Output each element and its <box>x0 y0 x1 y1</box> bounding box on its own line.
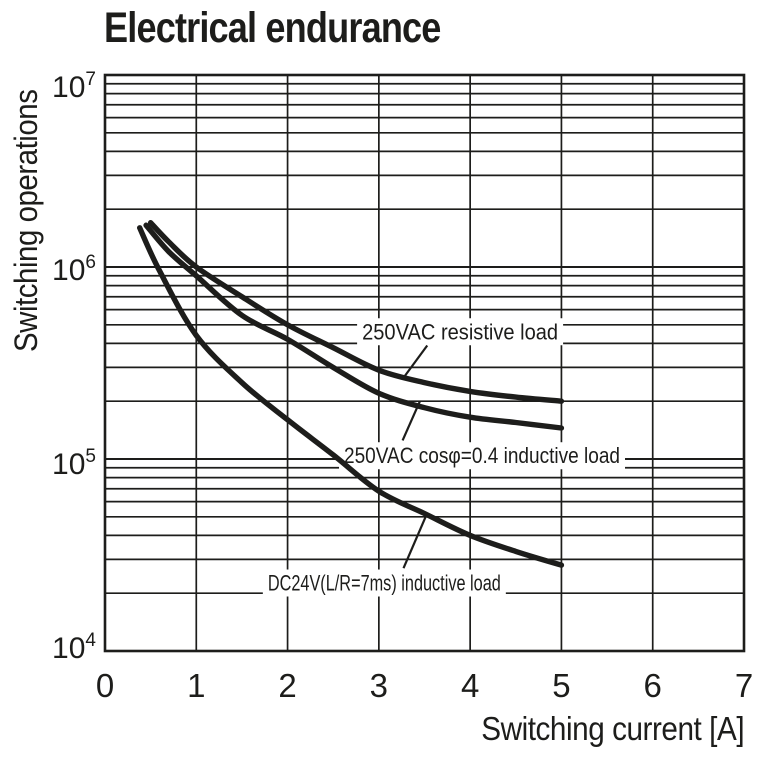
annotation-background <box>357 318 564 346</box>
x-tick-label: 7 <box>735 667 753 704</box>
annotation-label-250vac-cos-0-4-inductive-load: 250VAC cosφ=0.4 inductive load <box>344 443 620 468</box>
y-tick-label: 107 <box>52 69 96 104</box>
y-tick-label: 105 <box>52 446 96 481</box>
chart-title: Electrical endurance <box>104 4 441 52</box>
annotation-label-dc24v-l-r-7ms-inductive-load: DC24V(L/R=7ms) inductive load <box>268 571 501 596</box>
x-axis-title: Switching current [A] <box>481 710 744 747</box>
annotation-background <box>339 442 626 470</box>
annotation-background <box>262 569 506 597</box>
curve-250vac-cos-0-4-inductive-load <box>143 222 565 431</box>
y-tick-label: 106 <box>52 252 96 287</box>
x-tick-label: 2 <box>278 667 296 704</box>
plot-border <box>103 73 746 653</box>
y-tick-label: 104 <box>52 630 96 665</box>
annotation-leader-line <box>402 514 428 569</box>
x-tick-label: 3 <box>370 667 388 704</box>
x-tick-label: 1 <box>187 667 205 704</box>
x-tick-label: 6 <box>644 667 662 704</box>
x-tick-label: 5 <box>552 667 570 704</box>
x-tick-label: 4 <box>461 667 479 704</box>
annotation-label-250vac-resistive-load: 250VAC resistive load <box>362 319 558 344</box>
x-tick-label: 0 <box>96 667 114 704</box>
curve-dc24v-l-r-7ms-inductive-load <box>136 225 565 568</box>
curve-250vac-resistive-load <box>147 220 565 404</box>
annotation-leader-line <box>402 344 429 379</box>
